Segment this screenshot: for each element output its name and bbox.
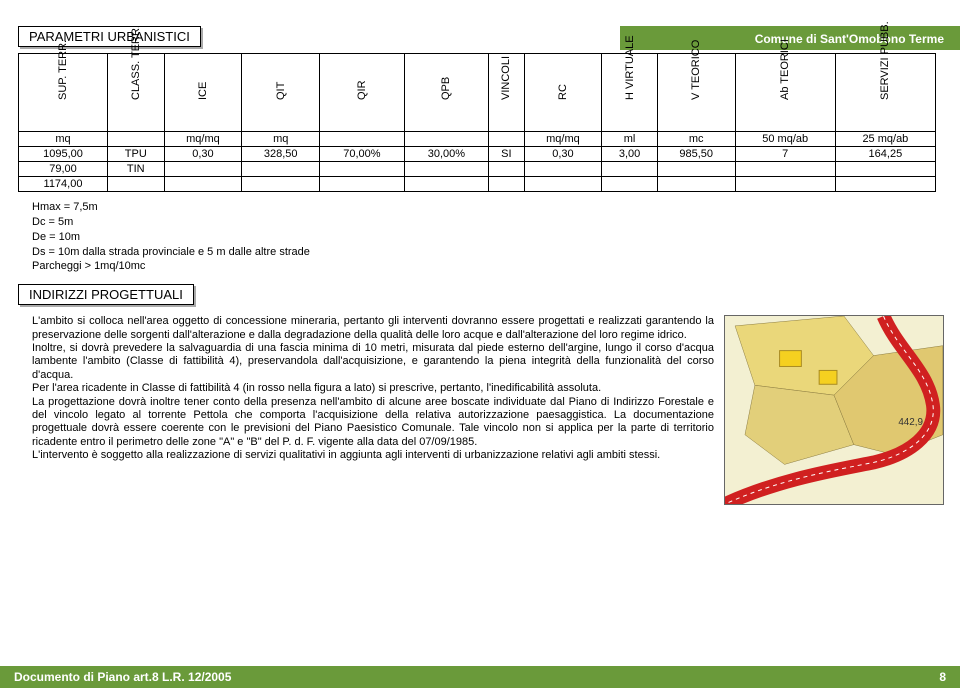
cell: 3,00 — [602, 147, 658, 162]
cell: TIN — [107, 162, 164, 177]
cell — [242, 177, 320, 192]
cell — [602, 177, 658, 192]
cell: 70,00% — [320, 147, 405, 162]
cell — [404, 162, 489, 177]
cell — [657, 177, 735, 192]
cell: 1174,00 — [19, 177, 108, 192]
cell — [242, 162, 320, 177]
indirizzi-title: INDIRIZZI PROGETTUALI — [18, 284, 194, 305]
col-class-terr: CLASS. TERR. — [107, 54, 164, 132]
col-qir: QIR — [320, 54, 405, 132]
unit-cell — [320, 132, 405, 147]
cell — [320, 162, 405, 177]
table-row: 1095,00 TPU 0,30 328,50 70,00% 30,00% SI… — [19, 147, 936, 162]
footer-bar: Documento di Piano art.8 L.R. 12/2005 8 — [0, 666, 960, 688]
params-table-header-row: SUP. TERR. CLASS. TERR. ICE QIT QIR QPB … — [19, 54, 936, 132]
col-vincoli: VINCOLI — [489, 54, 524, 132]
params-notes: Hmax = 7,5m Dc = 5m De = 10m Ds = 10m da… — [32, 200, 960, 274]
cell: 1095,00 — [19, 147, 108, 162]
cell — [404, 177, 489, 192]
col-ab-teorici: Ab TEORICI — [735, 54, 835, 132]
table-row: 79,00 TIN — [19, 162, 936, 177]
unit-cell: 50 mq/ab — [735, 132, 835, 147]
note-line: Parcheggi > 1mq/10mc — [32, 259, 960, 274]
col-rc: RC — [524, 54, 602, 132]
cell — [489, 162, 524, 177]
context-map: 442,9 — [724, 315, 944, 505]
table-row: 1174,00 — [19, 177, 936, 192]
cell: TPU — [107, 147, 164, 162]
cell — [164, 162, 242, 177]
unit-cell: mq — [242, 132, 320, 147]
note-line: Dc = 5m — [32, 215, 960, 230]
unit-cell: mq/mq — [524, 132, 602, 147]
unit-cell: mc — [657, 132, 735, 147]
cell: 7 — [735, 147, 835, 162]
cell: 0,30 — [524, 147, 602, 162]
unit-cell — [107, 132, 164, 147]
params-table-units-row: mq mq/mq mq mq/mq ml mc 50 mq/ab 25 mq/a… — [19, 132, 936, 147]
svg-text:442,9: 442,9 — [898, 417, 923, 428]
cell — [524, 177, 602, 192]
cell: 0,30 — [164, 147, 242, 162]
cell — [107, 177, 164, 192]
unit-cell — [489, 132, 524, 147]
indirizzi-block: INDIRIZZI PROGETTUALI 442,9 L'ambito si … — [0, 284, 960, 507]
note-line: De = 10m — [32, 230, 960, 245]
note-line: Hmax = 7,5m — [32, 200, 960, 215]
unit-cell — [404, 132, 489, 147]
cell: 164,25 — [835, 147, 935, 162]
col-servizi-pubb: SERVIZI PUBB. — [835, 54, 935, 132]
cell — [657, 162, 735, 177]
col-v-teorico: V TEORICO — [657, 54, 735, 132]
unit-cell: ml — [602, 132, 658, 147]
cell — [164, 177, 242, 192]
cell — [835, 162, 935, 177]
params-table: SUP. TERR. CLASS. TERR. ICE QIT QIR QPB … — [18, 53, 936, 192]
unit-cell: 25 mq/ab — [835, 132, 935, 147]
map-svg: 442,9 — [725, 316, 943, 504]
cell — [835, 177, 935, 192]
footer-page-number: 8 — [939, 670, 946, 684]
cell — [489, 177, 524, 192]
cell — [320, 177, 405, 192]
unit-cell: mq/mq — [164, 132, 242, 147]
cell: SI — [489, 147, 524, 162]
footer-left: Documento di Piano art.8 L.R. 12/2005 — [14, 670, 231, 684]
note-line: Ds = 10m dalla strada provinciale e 5 m … — [32, 245, 960, 260]
params-title: PARAMETRI URBANISTICI — [18, 26, 201, 47]
cell: 985,50 — [657, 147, 735, 162]
col-ice: ICE — [164, 54, 242, 132]
unit-cell: mq — [19, 132, 108, 147]
col-qit: QIT — [242, 54, 320, 132]
col-h-virtuale: H VIRTUALE — [602, 54, 658, 132]
col-sup-terr: SUP. TERR. — [19, 54, 108, 132]
cell: 79,00 — [19, 162, 108, 177]
params-block: PARAMETRI URBANISTICI SUP. TERR. CLASS. … — [0, 26, 960, 274]
cell — [735, 177, 835, 192]
cell — [735, 162, 835, 177]
indirizzi-body: 442,9 L'ambito si colloca nell'area ogge… — [32, 315, 944, 507]
col-qpb: QPB — [404, 54, 489, 132]
cell: 30,00% — [404, 147, 489, 162]
cell: 328,50 — [242, 147, 320, 162]
cell — [602, 162, 658, 177]
cell — [524, 162, 602, 177]
